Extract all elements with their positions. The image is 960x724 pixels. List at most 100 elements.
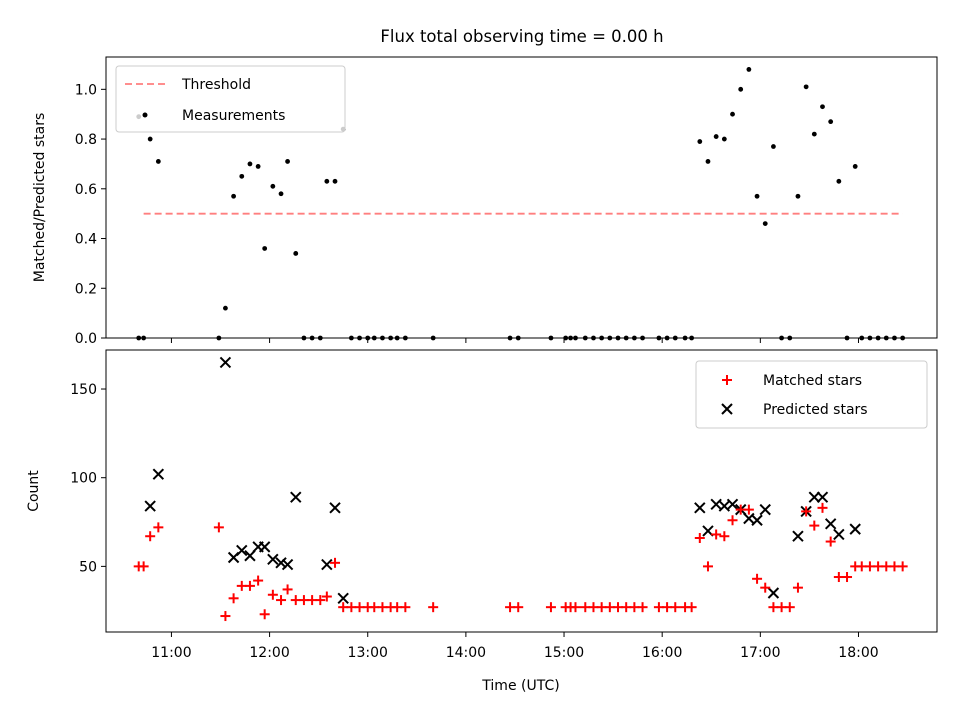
predicted-star-point (824, 518, 837, 530)
predicted-star-point-stroke (694, 502, 706, 514)
predicted-star-point-stroke (767, 587, 780, 599)
measurement-point (255, 164, 261, 169)
predicted-star-point (816, 491, 829, 503)
predicted-star-point (337, 592, 349, 605)
bottom-x-tick-label: 17:00 (740, 645, 780, 661)
top-y-axis-label: Matched/Predicted stars (32, 113, 48, 283)
matched-star-point (897, 561, 908, 572)
matched-star-point (570, 602, 581, 613)
measurement-point (293, 251, 299, 256)
predicted-star-point (321, 558, 333, 571)
predicted-star-point (694, 502, 706, 514)
legend-predicted-marker (721, 403, 733, 415)
bottom-predicted-layer (144, 356, 861, 605)
predicted-star-point-stroke (281, 558, 294, 571)
measurement-point (721, 136, 727, 142)
bottom-axes-frame (105, 349, 938, 633)
matched-star-point (686, 602, 697, 613)
measurement-point (836, 178, 842, 184)
matched-star-point (428, 602, 439, 613)
predicted-star-point (267, 553, 279, 565)
top-y-tick-label: 1.0 (75, 82, 97, 98)
matched-star-point (253, 575, 264, 586)
matched-star-point (153, 522, 164, 533)
measurement-point (852, 164, 858, 169)
matched-star-point (244, 580, 255, 591)
measurement-point (324, 178, 330, 184)
figure-title: Flux total observing time = 0.00 h (380, 27, 663, 46)
matched-star-point (743, 504, 754, 515)
matched-star-point (138, 561, 149, 572)
measurement-point (231, 193, 236, 199)
top-y-tick-label: 0.4 (75, 232, 97, 248)
predicted-star-point (281, 558, 294, 571)
predicted-star-point (144, 500, 156, 512)
matched-star-point (694, 533, 705, 543)
predicted-star-point (833, 528, 845, 541)
bottom-x-tick-label: 15:00 (544, 645, 584, 661)
top-panel: 0.0 0.2 0.4 0.6 0.8 1.0 Matched/Predicted sta… (32, 56, 938, 347)
top-axes-frame (105, 56, 938, 339)
predicted-star-point (808, 491, 821, 503)
matched-star-point (228, 593, 239, 604)
measurement-point (828, 119, 834, 125)
measurement-point (771, 144, 776, 149)
matched-star-point (267, 589, 278, 600)
bottom-legend: Matched stars Predicted stars (695, 360, 928, 429)
matched-star-point (282, 584, 293, 595)
predicted-star-point (759, 503, 771, 516)
legend-predicted-label: Predicted stars (763, 402, 868, 418)
matched-star-point (817, 502, 828, 513)
predicted-star-point-stroke (849, 523, 861, 535)
predicted-star-point-stroke (244, 550, 256, 562)
predicted-star-point-stroke (329, 502, 341, 514)
predicted-star-point (275, 557, 287, 569)
predicted-star-point-stroke (816, 491, 829, 503)
measurement-point (270, 183, 276, 189)
predicted-star-point (219, 356, 232, 369)
legend-matched-swatch (722, 375, 732, 385)
matched-star-point (711, 529, 722, 540)
bottom-gridmarks: 50 100 150 11:00 12:00 13:00 14:00 15:00 16:00 17… (70, 382, 878, 661)
predicted-star-point (236, 544, 248, 557)
predicted-star-point-stroke (337, 592, 349, 605)
predicted-star-point-stroke (236, 544, 248, 557)
matched-star-point (752, 573, 763, 584)
predicted-star-point-stroke (275, 557, 287, 569)
measurement-point (223, 305, 228, 311)
top-y-tick-label: 0.8 (75, 132, 97, 148)
predicted-star-point-stroke (833, 528, 845, 541)
bottom-x-tick-label: 12:00 (249, 645, 289, 661)
legend-predicted-marker-stroke (721, 403, 733, 415)
top-gridmarks: 0.0 0.2 0.4 0.6 0.8 1.0 (75, 82, 859, 347)
predicted-star-point (329, 502, 341, 514)
legend-matched-label: Matched stars (763, 373, 862, 389)
matched-star-point (792, 582, 803, 593)
measurement-point (285, 159, 290, 164)
measurement-point (332, 178, 338, 184)
measurement-point (278, 191, 284, 197)
measurement-point (811, 131, 817, 137)
bottom-x-axis-label: Time (UTC) (481, 678, 559, 694)
matched-star-point (400, 602, 411, 613)
measurement-point (705, 159, 711, 164)
predicted-star-point (792, 530, 804, 542)
measurement-point (262, 246, 268, 251)
predicted-star-point-stroke (219, 356, 232, 369)
matched-star-point (727, 515, 738, 526)
measurement-point (762, 221, 768, 227)
predicted-star-point-stroke (267, 553, 279, 565)
matched-star-point (545, 602, 556, 613)
legend-threshold-label: Threshold (181, 77, 251, 93)
matched-star-point (760, 582, 771, 593)
predicted-star-point (152, 468, 165, 480)
legend-matched-marker (722, 375, 732, 385)
measurement-point (746, 67, 752, 72)
measurement-point (697, 139, 703, 144)
predicted-star-point-stroke (290, 491, 302, 503)
measurement-point (795, 193, 801, 199)
top-y-tick-label: 0.2 (75, 281, 97, 297)
bottom-legend-box (695, 360, 928, 429)
matched-star-point (315, 595, 326, 606)
